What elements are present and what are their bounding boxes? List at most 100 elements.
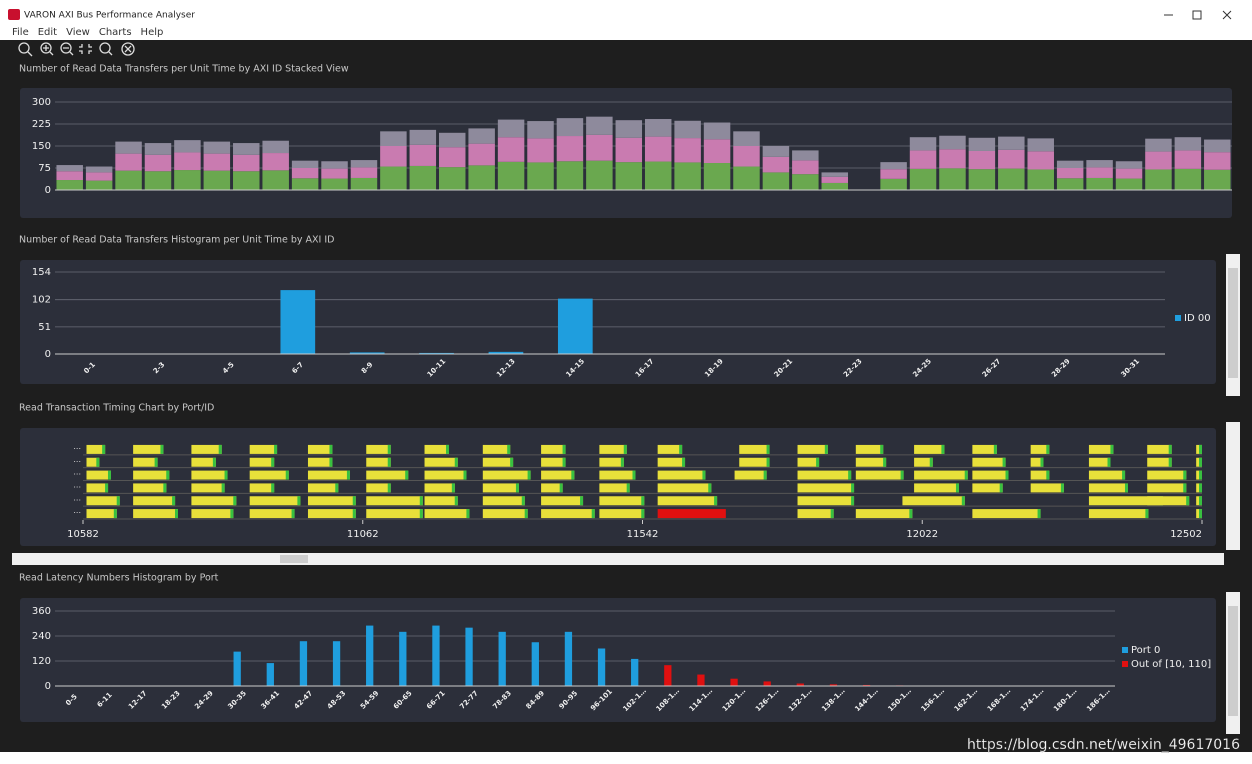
transaction-end bbox=[682, 457, 686, 467]
bar-segment bbox=[762, 172, 790, 190]
x-tick-label: 11542 bbox=[627, 529, 659, 540]
y-tick-label: 360 bbox=[32, 606, 51, 617]
transaction-end bbox=[562, 457, 566, 467]
restore[interactable] bbox=[1192, 10, 1202, 20]
transaction-end bbox=[1199, 483, 1202, 493]
transaction-end bbox=[521, 496, 525, 506]
charts: Number of Read Data Transfers per Unit T… bbox=[19, 64, 1232, 722]
transaction-end bbox=[1122, 470, 1126, 480]
menu-item[interactable]: Help bbox=[141, 27, 164, 38]
h-scrollbar[interactable] bbox=[12, 553, 1224, 565]
transaction-bar bbox=[191, 483, 225, 493]
transaction-bar bbox=[1147, 470, 1187, 480]
transaction-end bbox=[766, 457, 770, 467]
menu-item[interactable]: Edit bbox=[38, 27, 57, 38]
bar-segment bbox=[1145, 151, 1172, 170]
y-tick-label: 225 bbox=[32, 119, 51, 130]
x-tick-label: 12502 bbox=[1170, 529, 1202, 540]
bar bbox=[349, 352, 385, 354]
transaction-bar bbox=[657, 483, 712, 493]
transaction-end bbox=[419, 509, 423, 519]
menu-bar: File Edit View Charts Help bbox=[12, 27, 163, 38]
transaction-bar bbox=[657, 444, 683, 454]
tool-search[interactable] bbox=[18, 42, 30, 54]
transaction-bar bbox=[191, 470, 228, 480]
tool-find[interactable] bbox=[99, 42, 111, 54]
title-area bbox=[0, 0, 1252, 40]
transaction-bar bbox=[599, 509, 645, 519]
bar bbox=[432, 625, 440, 686]
bar bbox=[419, 352, 454, 354]
bar bbox=[332, 641, 341, 686]
transaction-bar bbox=[307, 483, 339, 493]
transaction-end bbox=[387, 483, 391, 493]
transaction-end bbox=[964, 470, 968, 480]
y-tick-label: 102 bbox=[32, 295, 51, 306]
transaction-end bbox=[824, 444, 828, 454]
transaction-bar bbox=[86, 470, 111, 480]
window-controls[interactable] bbox=[1164, 10, 1232, 20]
bar-segment bbox=[792, 174, 819, 190]
bar-segment bbox=[909, 168, 937, 190]
y-tick-label: 0 bbox=[45, 681, 51, 692]
transaction-bar bbox=[739, 444, 770, 454]
bar-segment bbox=[1027, 169, 1054, 190]
close[interactable] bbox=[1222, 10, 1232, 20]
bar-segment bbox=[880, 169, 907, 179]
transaction-bar bbox=[1147, 483, 1187, 493]
tool-fit[interactable] bbox=[79, 44, 92, 54]
transaction-bar bbox=[1147, 444, 1172, 454]
bar-segment bbox=[792, 160, 819, 175]
transaction-end bbox=[451, 483, 455, 493]
transaction-end bbox=[96, 457, 100, 467]
menu-item[interactable]: File bbox=[12, 27, 29, 38]
watermark: https://blog.csdn.net/weixin_49617016 bbox=[967, 737, 1240, 753]
bar-segment bbox=[174, 140, 201, 153]
window-title: VARON AXI Bus Performance Analyser bbox=[24, 11, 195, 21]
transaction-end bbox=[335, 483, 339, 493]
bar-segment bbox=[1174, 137, 1202, 151]
bar bbox=[664, 665, 672, 686]
transaction-end bbox=[848, 470, 852, 480]
bar-segment bbox=[262, 140, 289, 154]
bar-segment bbox=[233, 143, 260, 155]
transaction-end bbox=[883, 457, 887, 467]
transaction-bar bbox=[86, 444, 106, 454]
transaction-end bbox=[1199, 470, 1202, 480]
y-tick-label: 150 bbox=[32, 141, 51, 152]
panel-title: Read Latency Numbers Histogram by Port bbox=[19, 573, 219, 584]
bar-segment bbox=[1086, 160, 1113, 168]
transaction-bar bbox=[657, 457, 686, 467]
tool-zoom-out[interactable] bbox=[60, 42, 72, 54]
transaction-bar bbox=[541, 470, 575, 480]
transaction-end bbox=[702, 470, 706, 480]
bar-segment bbox=[174, 152, 201, 171]
transaction-end bbox=[352, 496, 356, 506]
bar-segment bbox=[291, 160, 319, 168]
bar-segment bbox=[468, 128, 495, 144]
transaction-bar bbox=[914, 457, 933, 467]
tool-zoom-in[interactable] bbox=[40, 42, 52, 54]
transaction-bar bbox=[191, 444, 222, 454]
transaction-bar bbox=[657, 470, 706, 480]
tool-reset[interactable] bbox=[121, 42, 135, 56]
transaction-end bbox=[102, 444, 106, 454]
v-scrollbar[interactable] bbox=[1226, 422, 1240, 550]
transaction-bar bbox=[855, 509, 913, 519]
bar-segment bbox=[233, 171, 260, 190]
transaction-end bbox=[174, 509, 178, 519]
bar-segment bbox=[56, 171, 83, 181]
transaction-bar bbox=[133, 496, 176, 506]
bar-segment bbox=[350, 160, 378, 168]
menu-item[interactable]: Charts bbox=[99, 27, 132, 38]
transaction-end bbox=[463, 470, 467, 480]
x-tick-label: 11062 bbox=[347, 529, 379, 540]
transaction-end bbox=[346, 470, 350, 480]
bar-segment bbox=[762, 146, 790, 157]
menu-item[interactable]: View bbox=[66, 27, 90, 38]
transaction-bar bbox=[914, 483, 959, 493]
chart-area bbox=[20, 598, 1216, 722]
transaction-end bbox=[1186, 496, 1190, 506]
transaction-end bbox=[527, 470, 531, 480]
bar-segment bbox=[291, 178, 319, 190]
